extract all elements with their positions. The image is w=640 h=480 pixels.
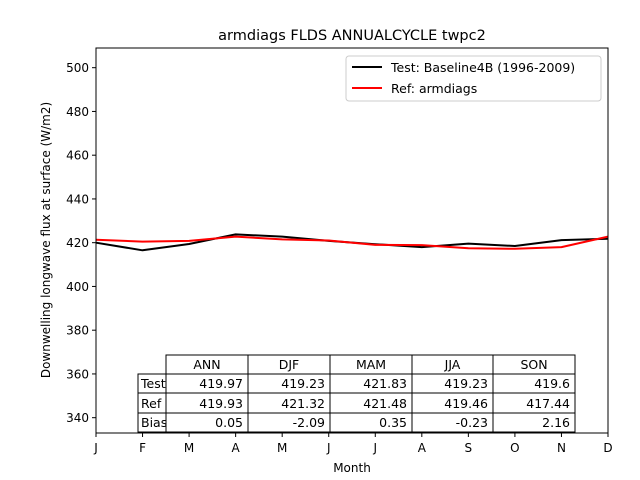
table-cell-value: 2.16: [542, 415, 570, 430]
legend-box: [345, 55, 602, 102]
table-cell-value: 419.46: [444, 396, 488, 411]
table-cell-value: 419.97: [199, 376, 243, 391]
table-cell-value: 419.23: [444, 376, 488, 391]
x-tick-label: A: [418, 441, 427, 455]
x-tick-label: F: [139, 441, 146, 455]
y-tick-label: 440: [66, 192, 89, 206]
table-cell-value: 421.83: [363, 376, 407, 391]
table-header-label: ANN: [193, 357, 220, 372]
table-cell: [492, 412, 576, 433]
y-tick-label: 400: [66, 280, 89, 294]
x-tick-label: J: [372, 441, 377, 455]
legend: Test: Baseline4B (1996-2009) Ref: armdia…: [345, 55, 602, 102]
table-row-label: Test: [140, 376, 166, 391]
y-tick-label: 500: [66, 61, 89, 75]
x-tick-label: O: [510, 441, 519, 455]
table-header-label: DJF: [279, 357, 300, 372]
plot-frame: [95, 47, 609, 434]
x-tick-label: N: [557, 441, 566, 455]
table-cell-value: 0.35: [379, 415, 407, 430]
x-axis-label: Month: [333, 461, 371, 475]
table-cell-value: -0.23: [456, 415, 488, 430]
table-header-label: SON: [520, 357, 547, 372]
x-tick-label: J: [93, 441, 98, 455]
table-cell-value: -2.09: [293, 415, 325, 430]
table-cell-value: 419.23: [281, 376, 325, 391]
table-row-label: Bias: [141, 415, 167, 430]
table-cell-value: 419.6: [534, 376, 570, 391]
table-cell-value: 421.48: [363, 396, 407, 411]
y-tick-label: 480: [66, 105, 89, 119]
y-tick-label: 360: [66, 367, 89, 381]
x-tick-label: D: [603, 441, 612, 455]
series-layer: [95, 233, 609, 252]
x-tick-label: M: [277, 441, 287, 455]
y-tick-label: 460: [66, 149, 89, 163]
table-cell-value: 419.93: [199, 396, 243, 411]
x-tick-label: J: [326, 441, 331, 455]
y-axis-label: Downwelling longwave flux at surface (W/…: [39, 102, 53, 378]
series-line-ref: [95, 235, 609, 250]
table-header-label: JJA: [444, 357, 461, 372]
stats-table: ANN DJF MAM JJA SON Test 419.97 419.23 421.83 419…: [137, 354, 576, 433]
table-cell-value: 0.05: [215, 415, 243, 430]
x-tick-label: S: [465, 441, 473, 455]
table-cell-value: 421.32: [281, 396, 325, 411]
table-header-label: MAM: [356, 357, 386, 372]
legend-label-test: Test: Baseline4B (1996-2009): [390, 60, 575, 75]
table-cell-value: 417.44: [526, 396, 570, 411]
x-tick-label: M: [184, 441, 194, 455]
legend-label-ref: Ref: armdiags: [391, 81, 477, 96]
y-tick-label: 340: [66, 411, 89, 425]
chart-title: armdiags FLDS ANNUALCYCLE twpc2: [218, 28, 486, 44]
table-row-label: Ref: [141, 396, 162, 411]
y-tick-label: 420: [66, 236, 89, 250]
x-tick-label: A: [232, 441, 241, 455]
y-tick-label: 380: [66, 324, 89, 338]
